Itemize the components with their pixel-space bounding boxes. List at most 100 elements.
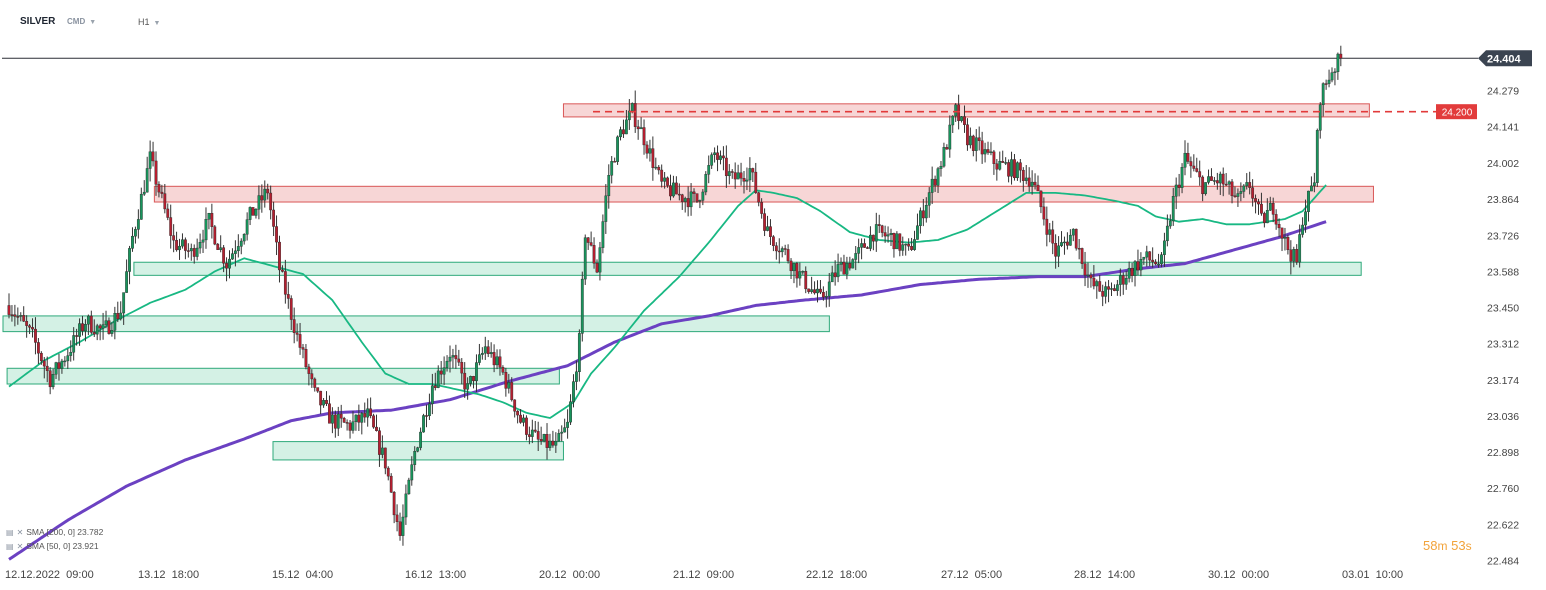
instrument-type-selector[interactable]: CMD ▼ [67,17,96,26]
candle-body [536,431,540,440]
candle-body [654,166,658,169]
candle-body [236,246,240,252]
y-tick-label: 22.484 [1487,556,1519,568]
candle-body [1339,53,1343,59]
candle-body [601,221,605,248]
candle-body [201,239,205,243]
candle-body [1227,181,1231,185]
candle-body [1218,173,1222,184]
candle-body [1304,211,1307,226]
y-tick-label: 23.036 [1487,411,1519,423]
candle-body [701,191,705,201]
symbol-label[interactable]: SILVER [20,16,56,27]
candle-body [1265,210,1269,224]
candle-body [1201,176,1205,195]
candle-body [219,247,223,250]
candle-body [1283,237,1287,239]
candle-body [1071,228,1075,236]
close-icon[interactable]: ✕ [16,528,24,537]
candle-body [883,232,887,237]
indicator-settings-icon[interactable]: ▤ [6,528,14,537]
candle-body [372,415,375,428]
candle-body [1274,214,1278,225]
candle-body [1098,281,1102,292]
candle-body [31,327,34,330]
candle-body [119,312,123,320]
candle-body [460,362,464,374]
candle-body [1310,185,1313,192]
candle-body [1160,254,1163,265]
legend-sma50[interactable]: ▤ ✕ SMA [50, 0] 23.921 [6,541,99,551]
candle-body [645,144,649,154]
candle-body [686,198,690,208]
candle-body [1124,278,1128,285]
candle-body [1060,242,1063,246]
candle-body [660,169,664,182]
candle-body [383,447,387,469]
timeframe-selector[interactable]: H1 ▼ [138,17,160,27]
candle-body [78,323,81,337]
candle-body [722,155,725,159]
candle-body [1289,249,1293,262]
candle-body [395,514,399,522]
candle-body [589,242,593,246]
candle-body [580,278,584,334]
candle-body [57,362,61,369]
candle-body [763,213,766,231]
candle-body [1333,71,1337,74]
candle-body [1312,182,1316,187]
close-icon[interactable]: ✕ [16,542,24,551]
candle-body [307,366,311,374]
candle-body [333,414,337,429]
resistance-zone-0 [562,103,1370,118]
candle-body [971,135,975,151]
candle-body [1174,184,1178,197]
candle-body [633,103,637,127]
candle-body [72,335,76,353]
last-price-label: 24.404 [1487,53,1522,65]
candle-body [1336,53,1340,73]
candle-body [527,434,531,437]
candle-body [128,248,131,272]
candle-body [1048,229,1052,235]
candle-body [930,178,934,193]
candle-body [66,355,70,362]
candle-body [598,247,602,273]
candle-body [704,174,708,193]
candle-body [516,411,520,416]
candle-body [619,129,622,138]
candle-body [360,413,364,423]
candle-body [545,434,549,448]
candle-body [610,161,614,176]
legend-sma200[interactable]: ▤ ✕ SMA [200, 0] 23.782 [6,527,103,537]
candle-body [904,243,908,246]
candle-body [572,381,575,402]
candle-body [392,492,396,516]
candle-body [1065,241,1069,246]
indicator-settings-icon[interactable]: ▤ [6,542,14,551]
candle-body [1257,201,1260,205]
candle-body [1113,288,1116,291]
candle-body [322,400,325,406]
candles-layer [7,45,1343,546]
candle-body [830,272,834,283]
candle-body [463,372,467,390]
candle-body [1171,196,1175,222]
candle-body [69,352,73,356]
candle-body [836,264,840,278]
candle-body [101,324,105,329]
candle-body [651,148,655,168]
y-tick-label: 23.174 [1487,375,1519,387]
candle-body [216,243,220,250]
candle-body [642,127,646,146]
candle-body [901,244,905,251]
x-tick-label: 15.12 04:00 [272,569,333,581]
candle-body [425,415,428,417]
candle-body [1327,79,1331,84]
y-tick-label: 23.726 [1487,230,1519,242]
legend-sma200-label: SMA [200, 0] 23.782 [26,527,104,537]
candle-body [736,172,740,180]
candle-body [1013,159,1016,179]
candle-body [995,163,999,170]
